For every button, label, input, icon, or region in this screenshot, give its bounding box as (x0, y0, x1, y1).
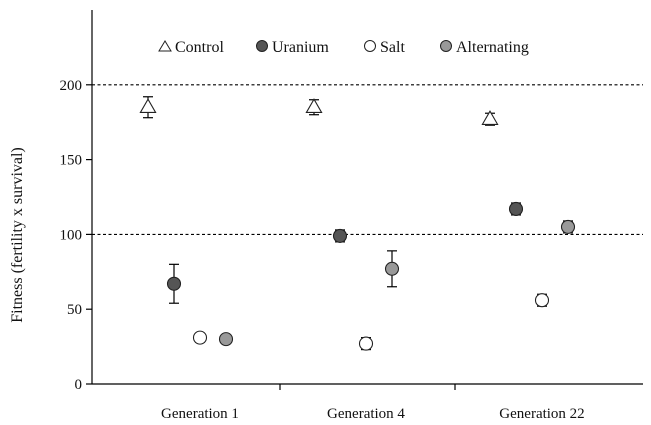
y-tick-label: 200 (60, 78, 83, 94)
legend-label-salt: Salt (380, 39, 405, 56)
point-uranium (508, 201, 524, 217)
y-tick-label: 100 (60, 227, 83, 243)
legend-marker-salt (364, 40, 376, 52)
data-marks (139, 96, 576, 351)
axes: 0 50 100 150 200 Generation 1 Generation 4 Gene… (60, 10, 643, 422)
point-control (481, 110, 499, 125)
point-salt (534, 293, 550, 308)
legend-marker-alternating (440, 40, 452, 52)
y-tick-label: 0 (75, 377, 83, 393)
y-tick-label: 150 (60, 153, 83, 169)
point-control (305, 98, 323, 113)
y-axis-title: Fitness (fertility x survival) (9, 147, 26, 323)
legend-label-control: Control (175, 39, 224, 56)
point-alternating (384, 261, 400, 276)
x-category-label: Generation 4 (327, 406, 405, 422)
point-control (139, 98, 157, 113)
legend-marker-uranium (256, 40, 268, 52)
point-salt (192, 330, 208, 345)
x-category-label: Generation 1 (161, 406, 239, 422)
point-uranium (166, 276, 182, 291)
point-salt (358, 336, 374, 351)
y-tick-label: 50 (67, 302, 82, 318)
point-alternating (218, 332, 234, 347)
point-alternating (560, 219, 576, 234)
reference-lines (92, 84, 643, 235)
x-category-label: Generation 22 (499, 406, 584, 422)
legend: Control Uranium Salt Alternating (158, 39, 529, 56)
legend-label-alternating: Alternating (456, 39, 529, 56)
point-uranium (332, 228, 348, 243)
legend-label-uranium: Uranium (272, 39, 329, 56)
legend-marker-control (158, 40, 172, 52)
